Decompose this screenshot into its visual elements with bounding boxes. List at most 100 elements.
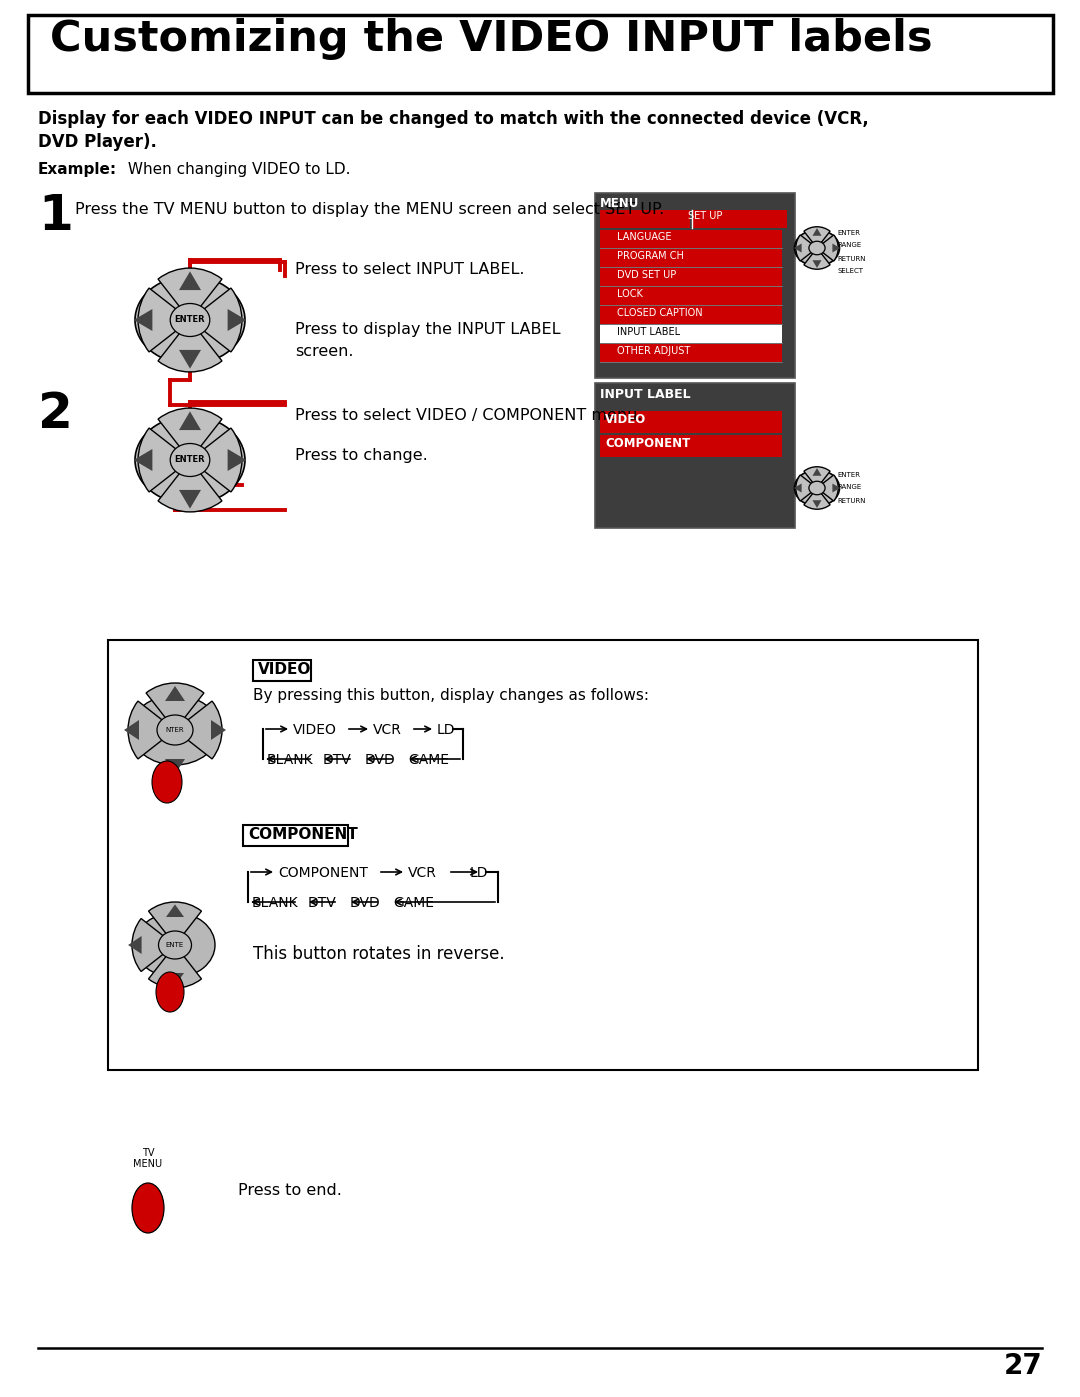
Text: Customizing the VIDEO INPUT labels: Customizing the VIDEO INPUT labels <box>50 18 932 60</box>
Bar <box>253 659 311 680</box>
Polygon shape <box>794 483 801 493</box>
Ellipse shape <box>135 416 245 504</box>
Text: Press the TV MENU button to display the MENU screen and select SET UP.: Press the TV MENU button to display the … <box>75 203 664 217</box>
Text: LD: LD <box>470 866 488 880</box>
Polygon shape <box>179 349 201 369</box>
Text: TV: TV <box>141 1148 154 1158</box>
Text: OTHER ADJUST: OTHER ADJUST <box>617 346 690 356</box>
Wedge shape <box>138 427 190 492</box>
Wedge shape <box>146 683 204 731</box>
Wedge shape <box>816 235 838 261</box>
Bar <box>28 15 1053 94</box>
Polygon shape <box>165 759 185 774</box>
Text: MENU: MENU <box>600 197 639 210</box>
Wedge shape <box>804 488 831 510</box>
Bar <box>600 326 782 344</box>
Text: VCR: VCR <box>373 724 402 738</box>
Text: Press to display the INPUT LABEL: Press to display the INPUT LABEL <box>295 321 561 337</box>
Text: VIDEO: VIDEO <box>605 414 646 426</box>
Text: By pressing this button, display changes as follows:: By pressing this button, display changes… <box>253 687 649 703</box>
Text: ENTER: ENTER <box>837 231 860 236</box>
Polygon shape <box>166 972 184 986</box>
Polygon shape <box>211 719 226 740</box>
Text: Display for each VIDEO INPUT can be changed to match with the connected device (: Display for each VIDEO INPUT can be chan… <box>38 110 868 129</box>
Polygon shape <box>179 271 201 291</box>
Text: CLOSED CAPTION: CLOSED CAPTION <box>617 307 703 319</box>
Text: RETURN: RETURN <box>837 497 865 504</box>
Polygon shape <box>179 411 201 430</box>
Text: ENTE: ENTE <box>166 942 184 949</box>
Polygon shape <box>812 228 822 236</box>
Text: LOCK: LOCK <box>617 289 643 299</box>
Text: DVD: DVD <box>365 753 395 767</box>
Text: SELECT: SELECT <box>837 268 863 274</box>
Text: COMPONENT: COMPONENT <box>605 437 690 450</box>
Text: PROGRAM CH: PROGRAM CH <box>617 251 684 261</box>
Text: RANGE: RANGE <box>837 483 861 490</box>
Text: VIDEO: VIDEO <box>293 724 337 738</box>
Wedge shape <box>149 944 202 988</box>
Wedge shape <box>149 902 202 944</box>
Wedge shape <box>816 475 838 502</box>
Wedge shape <box>190 288 242 352</box>
Text: GAME: GAME <box>408 753 449 767</box>
Text: Example:: Example: <box>38 162 117 177</box>
Wedge shape <box>129 701 175 759</box>
Ellipse shape <box>171 303 210 337</box>
Text: BLANK: BLANK <box>267 753 313 767</box>
Text: ENTER: ENTER <box>837 472 860 478</box>
Text: Press to change.: Press to change. <box>295 448 428 462</box>
Text: 2: 2 <box>38 390 72 439</box>
Polygon shape <box>134 309 152 331</box>
Bar <box>600 434 782 457</box>
Wedge shape <box>796 235 816 261</box>
Polygon shape <box>812 500 822 509</box>
Text: ENTER: ENTER <box>175 455 205 464</box>
Wedge shape <box>138 288 190 352</box>
Ellipse shape <box>132 1183 164 1234</box>
Bar <box>108 640 978 1070</box>
Text: Press to select VIDEO / COMPONENT menu.: Press to select VIDEO / COMPONENT menu. <box>295 408 643 423</box>
Text: MENU: MENU <box>134 1160 163 1169</box>
Ellipse shape <box>157 715 193 745</box>
Text: VCR: VCR <box>408 866 437 880</box>
Polygon shape <box>124 719 139 740</box>
Bar <box>600 268 782 286</box>
Bar <box>600 249 782 267</box>
Text: screen.: screen. <box>295 344 353 359</box>
Polygon shape <box>179 490 201 509</box>
Polygon shape <box>166 904 184 916</box>
Text: RANGE: RANGE <box>837 242 861 249</box>
Wedge shape <box>796 475 816 502</box>
Bar <box>243 826 348 847</box>
Ellipse shape <box>809 481 825 495</box>
Text: DVD Player).: DVD Player). <box>38 133 157 151</box>
Text: ENTER: ENTER <box>175 316 205 324</box>
Text: NTER: NTER <box>165 726 185 733</box>
Polygon shape <box>129 936 141 954</box>
Bar <box>600 306 782 324</box>
Ellipse shape <box>152 761 183 803</box>
Text: COMPONENT: COMPONENT <box>248 827 357 842</box>
Polygon shape <box>833 243 840 253</box>
Text: SET UP: SET UP <box>688 211 723 221</box>
Bar <box>692 210 787 228</box>
Text: LD: LD <box>437 724 456 738</box>
Text: BLANK: BLANK <box>252 895 299 909</box>
Ellipse shape <box>135 912 215 978</box>
Bar <box>600 210 690 228</box>
Text: RETURN: RETURN <box>837 256 865 263</box>
Text: Press to select INPUT LABEL.: Press to select INPUT LABEL. <box>295 263 525 277</box>
Bar <box>600 411 782 433</box>
Text: VIDEO: VIDEO <box>258 662 311 678</box>
Bar <box>600 286 782 305</box>
Wedge shape <box>190 427 242 492</box>
Wedge shape <box>158 268 222 320</box>
Wedge shape <box>804 249 831 270</box>
Text: INPUT LABEL: INPUT LABEL <box>600 388 690 401</box>
Text: LANGUAGE: LANGUAGE <box>617 232 672 242</box>
Polygon shape <box>228 309 246 331</box>
Text: GAME: GAME <box>393 895 434 909</box>
Wedge shape <box>158 320 222 372</box>
Text: When changing VIDEO to LD.: When changing VIDEO to LD. <box>123 162 351 177</box>
